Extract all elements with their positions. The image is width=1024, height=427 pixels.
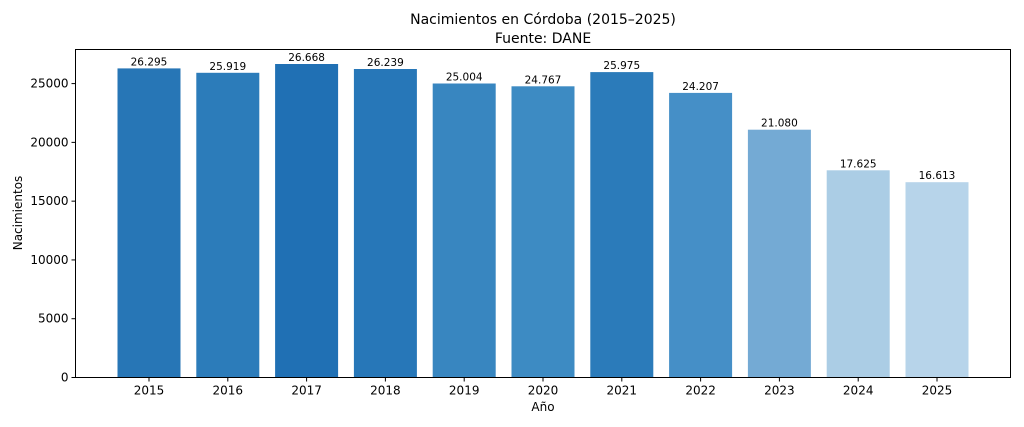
data-label-2025: 16.613 xyxy=(919,170,956,182)
y-tick-label-0: 0 xyxy=(61,371,69,385)
bar-2018 xyxy=(353,69,417,378)
data-label-2022: 24.207 xyxy=(682,81,719,93)
bar-2025 xyxy=(905,182,969,378)
bar-2020 xyxy=(511,86,575,378)
bar-2019 xyxy=(432,83,496,378)
data-label-2018: 26.239 xyxy=(367,57,404,69)
data-label-2019: 25.004 xyxy=(446,72,483,84)
y-axis-ticks: 0 5000 10000 15000 20000 25000 xyxy=(30,77,76,385)
x-tick-label-2023: 2023 xyxy=(764,384,795,398)
y-tick-label-20000: 20000 xyxy=(30,135,68,149)
x-tick-label-2022: 2022 xyxy=(685,384,716,398)
data-label-2017: 26.668 xyxy=(288,52,325,64)
x-tick-label-2024: 2024 xyxy=(843,384,874,398)
data-labels-group: 26.295 25.919 26.668 26.239 25.004 24.767 25.9… xyxy=(131,52,956,182)
chart-title: Nacimientos en Córdoba (2015–2025) xyxy=(410,12,676,28)
y-tick-label-10000: 10000 xyxy=(30,253,68,267)
plot-frame xyxy=(75,49,1011,378)
data-label-2023: 21.080 xyxy=(761,118,798,130)
x-tick-label-2019: 2019 xyxy=(449,384,480,398)
bar-2016 xyxy=(196,72,260,378)
bar-2023 xyxy=(747,129,811,378)
bar-2015 xyxy=(117,68,181,378)
data-label-2016: 25.919 xyxy=(209,61,246,73)
x-tick-label-2016: 2016 xyxy=(213,384,244,398)
bar-2022 xyxy=(669,92,733,378)
x-tick-label-2018: 2018 xyxy=(370,384,401,398)
bar-2024 xyxy=(826,170,890,378)
x-axis-label: Año xyxy=(531,400,554,414)
bar-2017 xyxy=(275,64,339,378)
data-label-2021: 25.975 xyxy=(603,60,640,72)
y-axis-label: Nacimientos xyxy=(11,176,25,251)
data-label-2024: 17.625 xyxy=(840,158,877,170)
y-tick-label-5000: 5000 xyxy=(38,312,69,326)
data-label-2020: 24.767 xyxy=(525,74,562,86)
x-tick-label-2021: 2021 xyxy=(607,384,638,398)
bar-2021 xyxy=(590,72,654,378)
y-tick-label-15000: 15000 xyxy=(30,194,68,208)
bars-group xyxy=(117,64,969,378)
y-tick-label-25000: 25000 xyxy=(30,77,68,91)
chart-subtitle: Fuente: DANE xyxy=(495,31,591,47)
x-tick-label-2015: 2015 xyxy=(134,384,165,398)
x-tick-label-2017: 2017 xyxy=(291,384,322,398)
x-tick-label-2025: 2025 xyxy=(922,384,953,398)
x-axis-ticks: 2015 2016 2017 2018 2019 2020 2021 2022 2023 2024… xyxy=(134,377,953,398)
data-label-2015: 26.295 xyxy=(131,56,168,68)
x-tick-label-2020: 2020 xyxy=(528,384,559,398)
